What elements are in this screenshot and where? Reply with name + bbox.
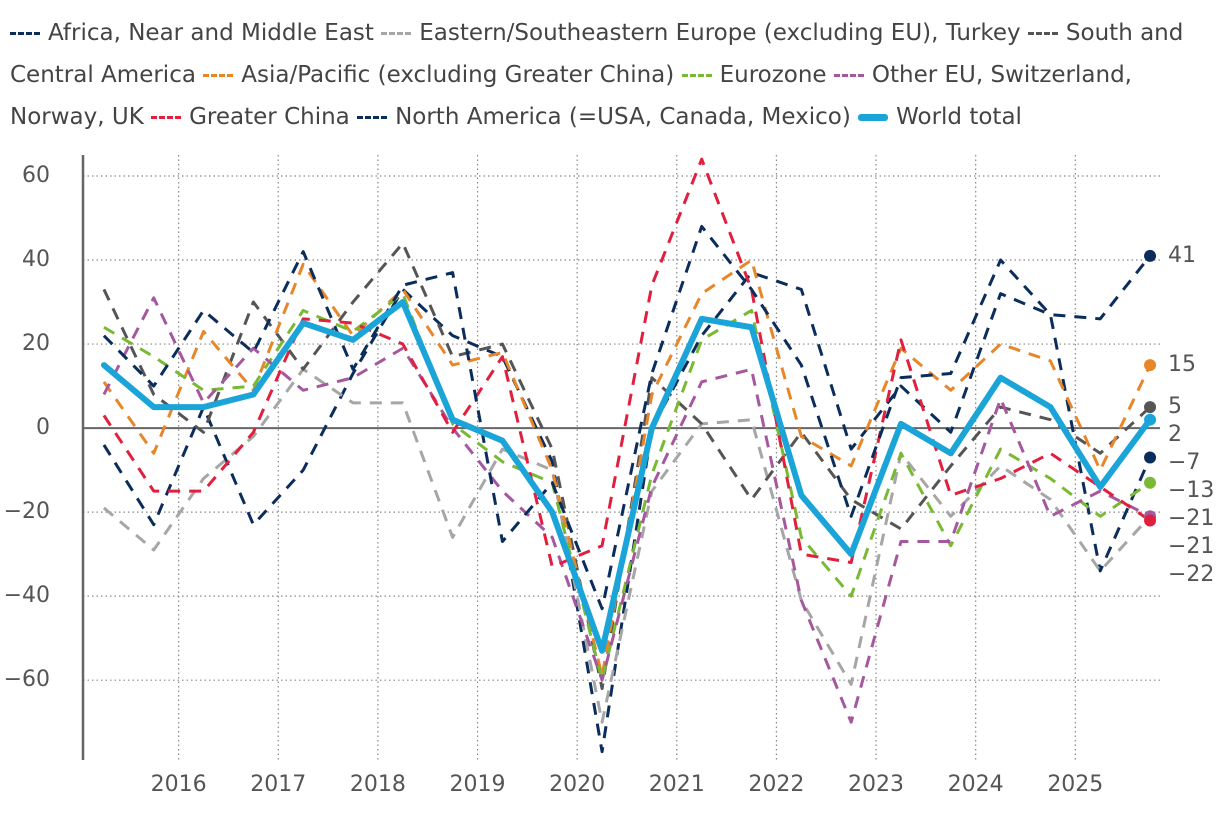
end-dot: [1144, 401, 1157, 414]
end-label: −21: [1168, 506, 1214, 531]
end-dot: [1144, 476, 1157, 489]
y-tick-label: −60: [4, 667, 50, 692]
legend-label: North America (=USA, Canada, Mexico): [395, 104, 851, 130]
y-tick-label: −20: [4, 499, 50, 524]
x-tick-label: 2019: [450, 772, 506, 797]
end-dot: [1144, 249, 1157, 262]
end-label: −13: [1168, 478, 1214, 503]
end-label: 15: [1168, 352, 1196, 377]
legend-swatch: [1027, 32, 1058, 35]
legend-item: South and Central America: [10, 20, 1183, 88]
legend-swatch: [681, 74, 712, 77]
x-tick-label: 2016: [151, 772, 207, 797]
series-line: [102, 271, 1152, 754]
series-line: [102, 157, 1151, 569]
end-label: 41: [1168, 243, 1196, 268]
legend-item: Africa, Near and Middle East: [10, 20, 374, 46]
series-line: [102, 224, 1152, 611]
legend-label: Africa, Near and Middle East: [48, 20, 374, 46]
end-dot: [1144, 451, 1157, 464]
series-line: [102, 296, 1151, 724]
series-line: [100, 299, 1154, 654]
legend-swatch: [858, 114, 889, 121]
legend-swatch: [151, 116, 182, 119]
end-label: −21: [1168, 534, 1214, 559]
end-label: −7: [1168, 450, 1200, 475]
series-line: [103, 292, 1151, 682]
end-dot: [1144, 413, 1157, 426]
end-label: −22: [1168, 562, 1214, 587]
x-tick-label: 2025: [1047, 772, 1103, 797]
legend-swatch: [381, 32, 412, 35]
end-label: 2: [1168, 422, 1182, 447]
legend-label: Greater China: [189, 104, 350, 130]
x-tick-label: 2017: [250, 772, 306, 797]
legend-label: World total: [896, 104, 1022, 130]
y-tick-label: 0: [36, 415, 50, 440]
series-line: [102, 367, 1152, 724]
x-tick-label: 2021: [649, 772, 705, 797]
x-tick-label: 2018: [350, 772, 406, 797]
legend-swatch: [357, 116, 388, 119]
legend-swatch: [203, 74, 234, 77]
legend-swatch: [10, 32, 40, 35]
x-tick-label: 2020: [549, 772, 605, 797]
series-line: [102, 258, 1152, 678]
legend-label: South and Central America: [10, 20, 1184, 88]
y-tick-label: 40: [22, 247, 50, 272]
y-tick-label: 20: [22, 331, 50, 356]
x-tick-label: 2023: [848, 772, 904, 797]
end-label: 5: [1168, 394, 1182, 419]
legend-item: Other EU, Switzerland, Norway, UK: [10, 62, 1132, 130]
series-line: [102, 241, 1152, 691]
y-tick-label: −40: [4, 583, 50, 608]
legend-item: North America (=USA, Canada, Mexico): [357, 104, 851, 130]
legend-label: Eurozone: [719, 62, 827, 88]
legend-item: Asia/Pacific (excluding Greater China): [203, 62, 674, 88]
end-dot: [1144, 514, 1157, 527]
legend-label: Asia/Pacific (excluding Greater China): [241, 62, 675, 88]
legend-item: Eurozone: [681, 62, 827, 88]
legend: Africa, Near and Middle East Eastern/Sou…: [10, 12, 1215, 138]
x-tick-label: 2022: [748, 772, 804, 797]
x-tick-label: 2024: [948, 772, 1004, 797]
legend-swatch: [833, 74, 864, 77]
y-tick-label: 60: [22, 163, 50, 188]
legend-label: Other EU, Switzerland, Norway, UK: [10, 62, 1132, 130]
legend-item: Greater China: [151, 104, 350, 130]
legend-item: Eastern/Southeastern Europe (excluding E…: [381, 20, 1021, 46]
legend-item: World total: [858, 104, 1022, 130]
end-dot: [1144, 359, 1157, 372]
legend-label: Eastern/Southeastern Europe (excluding E…: [419, 20, 1021, 46]
